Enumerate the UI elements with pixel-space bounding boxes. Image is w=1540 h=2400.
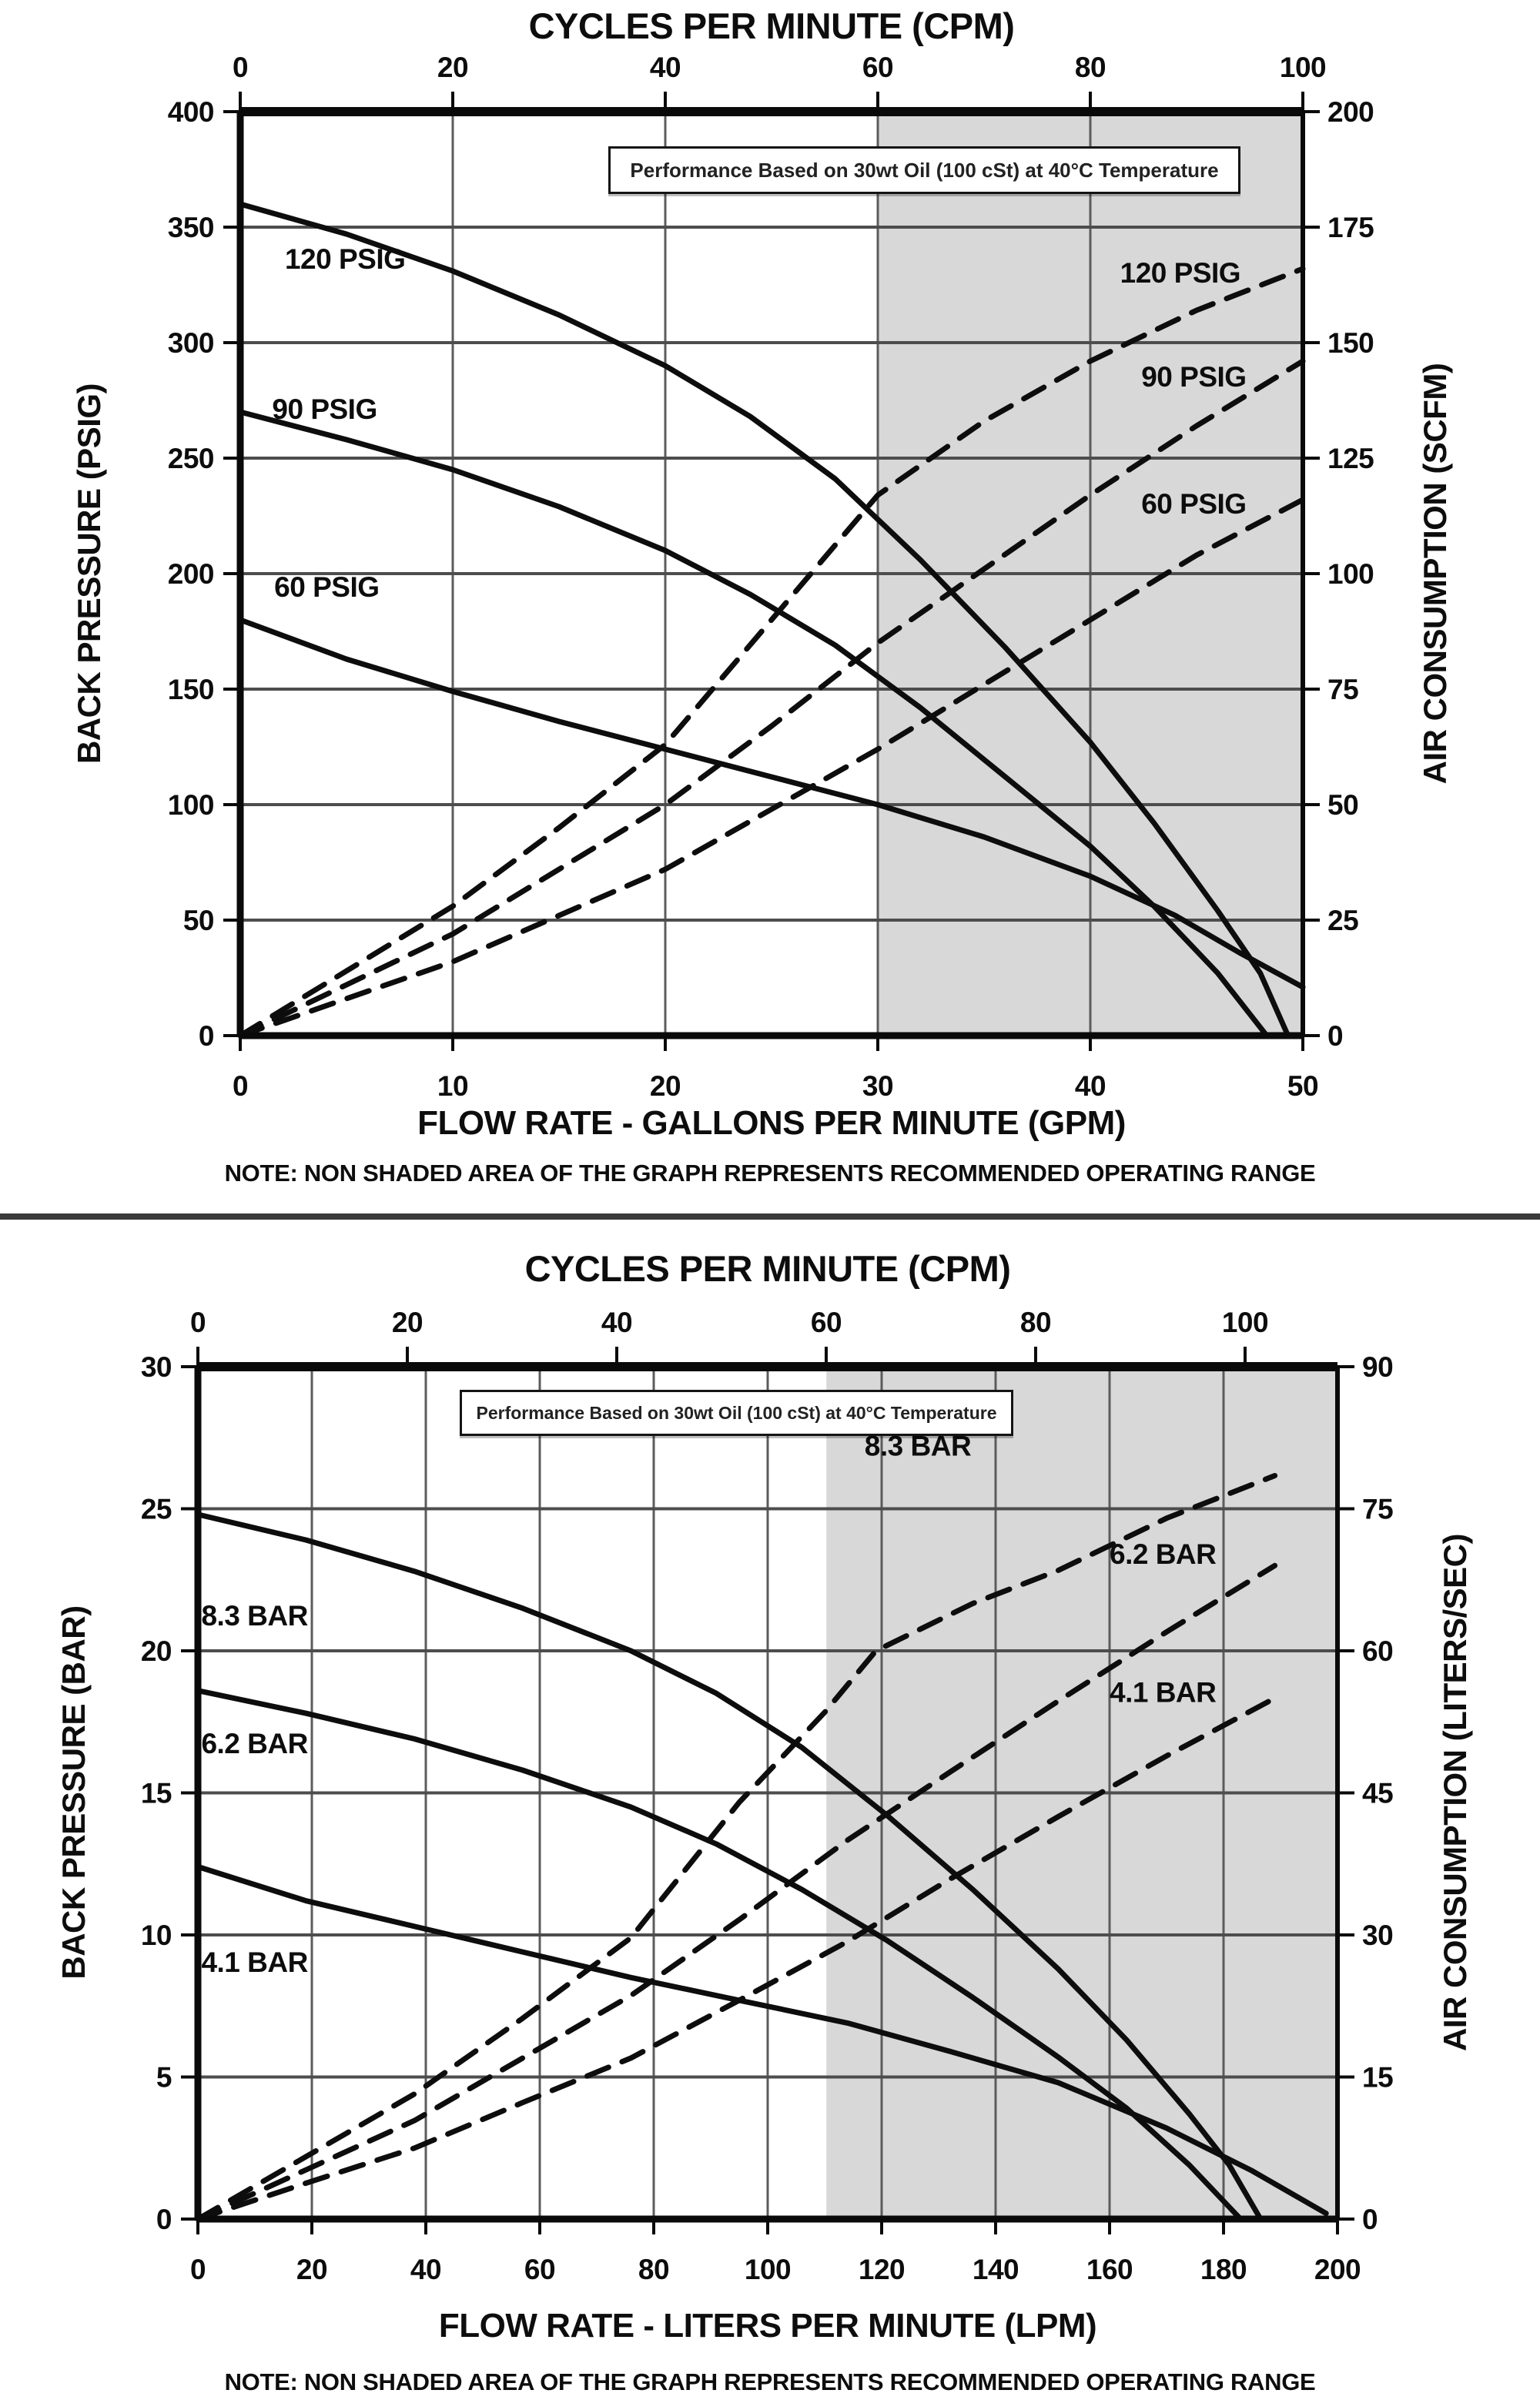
series-bp-83-solid-curve <box>195 1511 1264 2222</box>
svg-text:60: 60 <box>1362 1635 1393 1667</box>
series-label-bp-62: 6.2 BAR <box>201 1728 307 1759</box>
svg-text:30: 30 <box>862 1070 893 1102</box>
chart-metric-right-axis-label: AIR CONSUMPTION (LITERS/SEC) <box>1437 1533 1473 2052</box>
chart-imperial-note: NOTE: NON SHADED AREA OF THE GRAPH REPRE… <box>224 1160 1316 1187</box>
svg-text:0: 0 <box>156 2204 172 2235</box>
svg-text:120: 120 <box>859 2254 905 2285</box>
svg-text:90: 90 <box>1362 1351 1393 1383</box>
series-air-62-dashed-curve <box>195 1562 1278 2222</box>
series-label-bp-41: 4.1 BAR <box>201 1946 307 1978</box>
svg-text:10: 10 <box>141 1920 172 1951</box>
svg-text:25: 25 <box>141 1494 172 1525</box>
series-bp-62-solid-curve <box>195 1688 1244 2222</box>
svg-text:125: 125 <box>1327 443 1374 474</box>
chart-metric-top-axis-title: CYCLES PER MINUTE (CPM) <box>524 1248 1011 1289</box>
svg-text:100: 100 <box>745 2254 791 2285</box>
series-label-air-62: 6.2 BAR <box>1110 1538 1216 1570</box>
chart-metric-left-axis-label: BACK PRESSURE (BAR) <box>55 1605 92 1980</box>
series-air-83-dashed-curve <box>195 1473 1278 2222</box>
svg-text:30: 30 <box>141 1351 172 1383</box>
svg-text:60: 60 <box>862 52 893 83</box>
svg-text:40: 40 <box>601 1307 632 1338</box>
chart-imperial-top-axis-title: CYCLES PER MINUTE (CPM) <box>528 5 1015 46</box>
svg-text:0: 0 <box>190 2254 206 2285</box>
svg-text:250: 250 <box>168 443 214 474</box>
svg-text:60: 60 <box>811 1307 842 1338</box>
svg-text:25: 25 <box>1327 905 1358 936</box>
chart-imperial-right-axis-label: AIR CONSUMPTION (SCFM) <box>1417 363 1453 785</box>
svg-text:80: 80 <box>1020 1307 1051 1338</box>
svg-text:150: 150 <box>168 674 214 705</box>
svg-text:20: 20 <box>392 1307 423 1338</box>
svg-text:175: 175 <box>1327 212 1374 243</box>
svg-text:20: 20 <box>650 1070 681 1102</box>
svg-text:0: 0 <box>233 1070 248 1102</box>
svg-text:30: 30 <box>1362 1920 1393 1951</box>
chart-metric-performance-note-box: Performance Based on 30wt Oil (100 cSt) … <box>460 1390 1013 1436</box>
section-divider <box>0 1213 1540 1220</box>
svg-text:80: 80 <box>1075 52 1106 83</box>
series-label-bp-120: 120 PSIG <box>285 243 405 275</box>
svg-text:100: 100 <box>1280 52 1326 83</box>
svg-text:200: 200 <box>1327 96 1374 128</box>
svg-text:180: 180 <box>1200 2254 1247 2285</box>
svg-text:60: 60 <box>524 2254 555 2285</box>
series-bp-41-solid-curve <box>195 1863 1329 2217</box>
series-label-bp-60: 60 PSIG <box>274 571 379 603</box>
svg-text:75: 75 <box>1327 674 1358 705</box>
svg-text:5: 5 <box>156 2062 172 2094</box>
chart-metric-note: NOTE: NON SHADED AREA OF THE GRAPH REPRE… <box>224 2368 1316 2395</box>
svg-text:15: 15 <box>1362 2062 1393 2094</box>
svg-text:200: 200 <box>168 558 214 590</box>
svg-text:20: 20 <box>437 52 468 83</box>
svg-text:100: 100 <box>168 789 214 821</box>
svg-text:0: 0 <box>233 52 248 83</box>
svg-text:0: 0 <box>1327 1020 1343 1052</box>
series-air-60-dashed-curve <box>237 497 1306 1039</box>
svg-text:15: 15 <box>141 1778 172 1809</box>
svg-text:50: 50 <box>1327 789 1358 821</box>
svg-text:50: 50 <box>183 905 214 936</box>
svg-text:0: 0 <box>190 1307 206 1338</box>
svg-text:40: 40 <box>410 2254 441 2285</box>
svg-text:400: 400 <box>168 96 214 128</box>
svg-text:40: 40 <box>650 52 681 83</box>
svg-text:160: 160 <box>1086 2254 1133 2285</box>
series-label-bp-83: 8.3 BAR <box>201 1600 307 1632</box>
svg-text:140: 140 <box>973 2254 1019 2285</box>
svg-text:50: 50 <box>1287 1070 1318 1102</box>
series-label-air-41: 4.1 BAR <box>1110 1676 1216 1708</box>
svg-text:200: 200 <box>1314 2254 1361 2285</box>
svg-text:75: 75 <box>1362 1494 1393 1525</box>
series-air-90-dashed-curve <box>237 358 1306 1039</box>
series-label-bp-90: 90 PSIG <box>272 393 377 425</box>
chart-imperial-x-axis-title: FLOW RATE - GALLONS PER MINUTE (GPM) <box>417 1104 1126 1142</box>
svg-text:100: 100 <box>1327 558 1374 590</box>
series-bp-120-solid-curve <box>237 201 1291 1039</box>
svg-text:100: 100 <box>1222 1307 1268 1338</box>
series-label-air-90: 90 PSIG <box>1141 361 1246 393</box>
svg-text:20: 20 <box>141 1635 172 1667</box>
series-air-120-dashed-curve <box>237 266 1306 1039</box>
series-label-air-120: 120 PSIG <box>1120 257 1240 289</box>
chart-imperial-left-axis-label: BACK PRESSURE (PSIG) <box>71 383 107 765</box>
svg-text:20: 20 <box>296 2254 327 2285</box>
svg-text:10: 10 <box>437 1070 468 1102</box>
svg-text:150: 150 <box>1327 327 1374 359</box>
svg-text:350: 350 <box>168 212 214 243</box>
svg-text:40: 40 <box>1075 1070 1106 1102</box>
svg-text:0: 0 <box>199 1020 214 1052</box>
series-label-air-60: 60 PSIG <box>1141 488 1246 520</box>
svg-text:300: 300 <box>168 327 214 359</box>
svg-text:45: 45 <box>1362 1778 1393 1809</box>
chart-metric-x-axis-title: FLOW RATE - LITERS PER MINUTE (LPM) <box>438 2307 1097 2345</box>
svg-text:0: 0 <box>1362 2204 1378 2235</box>
series-bp-60-solid-curve <box>237 617 1306 990</box>
chart-imperial-performance-note-box: Performance Based on 30wt Oil (100 cSt) … <box>608 146 1240 194</box>
svg-text:80: 80 <box>638 2254 669 2285</box>
